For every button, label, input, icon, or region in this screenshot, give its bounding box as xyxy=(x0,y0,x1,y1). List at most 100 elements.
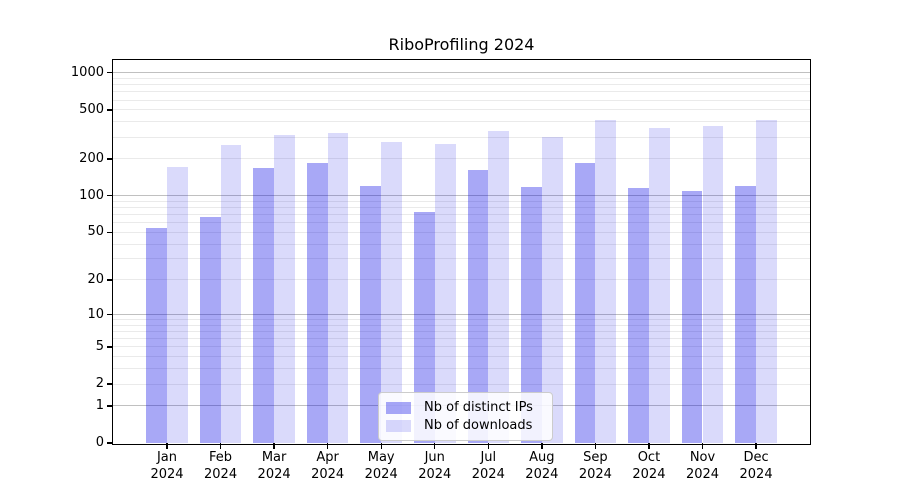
ytick-mark-10 xyxy=(107,313,113,316)
bar-nb-of-distinct-ips-mar-2024 xyxy=(253,168,275,443)
bar-nb-of-downloads-mar-2024 xyxy=(274,134,295,443)
ytick-mark-20 xyxy=(107,279,113,281)
xtick-label-oct-2024: Oct 2024 xyxy=(632,450,666,482)
bar-nb-of-distinct-ips-jan-2024 xyxy=(146,228,167,443)
minor-gridline-300 xyxy=(113,136,810,138)
ytick-label-1: 1 xyxy=(95,397,104,413)
bar-nb-of-downloads-aug-2024 xyxy=(541,136,563,443)
minor-gridline-700 xyxy=(113,91,810,93)
minor-gridline-5 xyxy=(113,346,810,348)
bar-nb-of-distinct-ips-may-2024 xyxy=(360,186,382,443)
ytick-label-0: 0 xyxy=(95,435,104,450)
ytick-label-10: 10 xyxy=(87,306,104,322)
legend: Nb of distinct IPs Nb of downloads xyxy=(378,392,553,441)
xtick-label-apr-2024: Apr 2024 xyxy=(311,450,345,482)
ytick-label-50: 50 xyxy=(87,224,104,240)
ytick-label-100: 100 xyxy=(79,187,104,203)
minor-gridline-400 xyxy=(113,121,810,123)
bar-nb-of-downloads-apr-2024 xyxy=(327,133,349,443)
ytick-label-5: 5 xyxy=(95,338,104,354)
minor-gridline-80 xyxy=(113,207,810,209)
xtick-mark-jul-2024 xyxy=(487,443,489,449)
minor-gridline-500 xyxy=(113,109,810,111)
bar-nb-of-distinct-ips-feb-2024 xyxy=(199,216,221,443)
bar-nb-of-distinct-ips-jul-2024 xyxy=(467,169,489,443)
xtick-mark-feb-2024 xyxy=(219,443,222,449)
minor-gridline-7 xyxy=(113,331,810,333)
xtick-label-nov-2024: Nov 2024 xyxy=(685,450,720,482)
ytick-label-2: 2 xyxy=(95,376,104,392)
major-gridline-100 xyxy=(113,195,810,197)
bar-nb-of-distinct-ips-nov-2024 xyxy=(681,191,703,443)
xtick-label-feb-2024: Feb 2024 xyxy=(204,450,238,482)
xtick-label-sep-2024: Sep 2024 xyxy=(578,450,612,482)
legend-swatch-distinct-ips xyxy=(386,401,411,414)
chart-title: RiboProfiling 2024 xyxy=(388,35,535,54)
bar-nb-of-distinct-ips-oct-2024 xyxy=(628,187,649,443)
xtick-label-jan-2024: Jan 2024 xyxy=(150,450,184,482)
xtick-mark-mar-2024 xyxy=(273,443,275,449)
minor-gridline-4 xyxy=(113,356,810,358)
ytick-mark-500 xyxy=(107,109,113,111)
bar-nb-of-downloads-feb-2024 xyxy=(220,145,242,443)
minor-gridline-600 xyxy=(113,99,810,101)
ytick-mark-200 xyxy=(107,158,113,160)
legend-swatch-downloads xyxy=(386,419,411,432)
bar-nb-of-distinct-ips-apr-2024 xyxy=(306,162,328,443)
xtick-mark-jan-2024 xyxy=(166,443,168,449)
minor-gridline-3 xyxy=(113,368,810,370)
xtick-label-aug-2024: Aug 2024 xyxy=(525,450,559,482)
xtick-mark-jun-2024 xyxy=(434,443,436,449)
xtick-label-mar-2024: Mar 2024 xyxy=(257,450,291,482)
major-gridline-1000 xyxy=(113,72,810,74)
legend-label-distinct-ips: Nb of distinct IPs xyxy=(424,400,533,415)
bar-nb-of-downloads-jul-2024 xyxy=(488,131,510,443)
major-gridline-10 xyxy=(113,314,810,315)
minor-gridline-800 xyxy=(113,84,810,86)
ytick-mark-1000 xyxy=(107,72,113,74)
bar-nb-of-downloads-may-2024 xyxy=(381,142,402,443)
bar-nb-of-downloads-nov-2024 xyxy=(702,126,724,443)
ytick-mark-100 xyxy=(107,195,113,197)
xtick-label-jul-2024: Jul 2024 xyxy=(471,450,505,482)
minor-gridline-60 xyxy=(113,222,810,224)
xtick-mark-may-2024 xyxy=(380,443,382,449)
xtick-mark-oct-2024 xyxy=(648,443,650,449)
bar-nb-of-distinct-ips-dec-2024 xyxy=(735,185,757,443)
xtick-label-dec-2024: Dec 2024 xyxy=(739,450,773,482)
ytick-label-200: 200 xyxy=(79,150,104,166)
ytick-label-20: 20 xyxy=(87,271,104,287)
minor-gridline-50 xyxy=(113,231,810,233)
ytick-mark-1 xyxy=(107,405,113,407)
bar-nb-of-downloads-jan-2024 xyxy=(167,166,188,443)
bar-nb-of-distinct-ips-aug-2024 xyxy=(521,186,542,443)
minor-gridline-8 xyxy=(113,324,810,326)
bar-nb-of-downloads-oct-2024 xyxy=(648,128,670,443)
xtick-mark-dec-2024 xyxy=(755,443,757,449)
xtick-mark-nov-2024 xyxy=(701,443,704,449)
legend-item-downloads: Nb of downloads xyxy=(386,417,544,434)
bar-nb-of-distinct-ips-sep-2024 xyxy=(574,163,596,443)
minor-gridline-90 xyxy=(113,200,810,202)
ytick-mark-50 xyxy=(107,231,113,233)
bar-nb-of-downloads-sep-2024 xyxy=(595,120,617,443)
minor-gridline-20 xyxy=(113,279,810,281)
bar-nb-of-downloads-jun-2024 xyxy=(434,143,456,443)
minor-gridline-6 xyxy=(113,338,810,340)
bar-nb-of-distinct-ips-jun-2024 xyxy=(413,211,435,443)
legend-label-downloads: Nb of downloads xyxy=(424,418,533,433)
legend-item-distinct-ips: Nb of distinct IPs xyxy=(386,399,544,416)
ytick-label-500: 500 xyxy=(79,101,104,117)
ytick-mark-0 xyxy=(107,442,113,444)
xtick-label-jun-2024: Jun 2024 xyxy=(418,450,452,482)
minor-gridline-9 xyxy=(113,319,810,321)
minor-gridline-40 xyxy=(113,243,810,245)
minor-gridline-30 xyxy=(113,258,810,260)
xtick-label-may-2024: May 2024 xyxy=(364,450,398,482)
xtick-mark-apr-2024 xyxy=(326,443,329,449)
minor-gridline-900 xyxy=(113,77,810,79)
ytick-mark-2 xyxy=(107,383,113,385)
bar-nb-of-downloads-dec-2024 xyxy=(756,120,777,443)
ytick-mark-5 xyxy=(107,346,113,348)
